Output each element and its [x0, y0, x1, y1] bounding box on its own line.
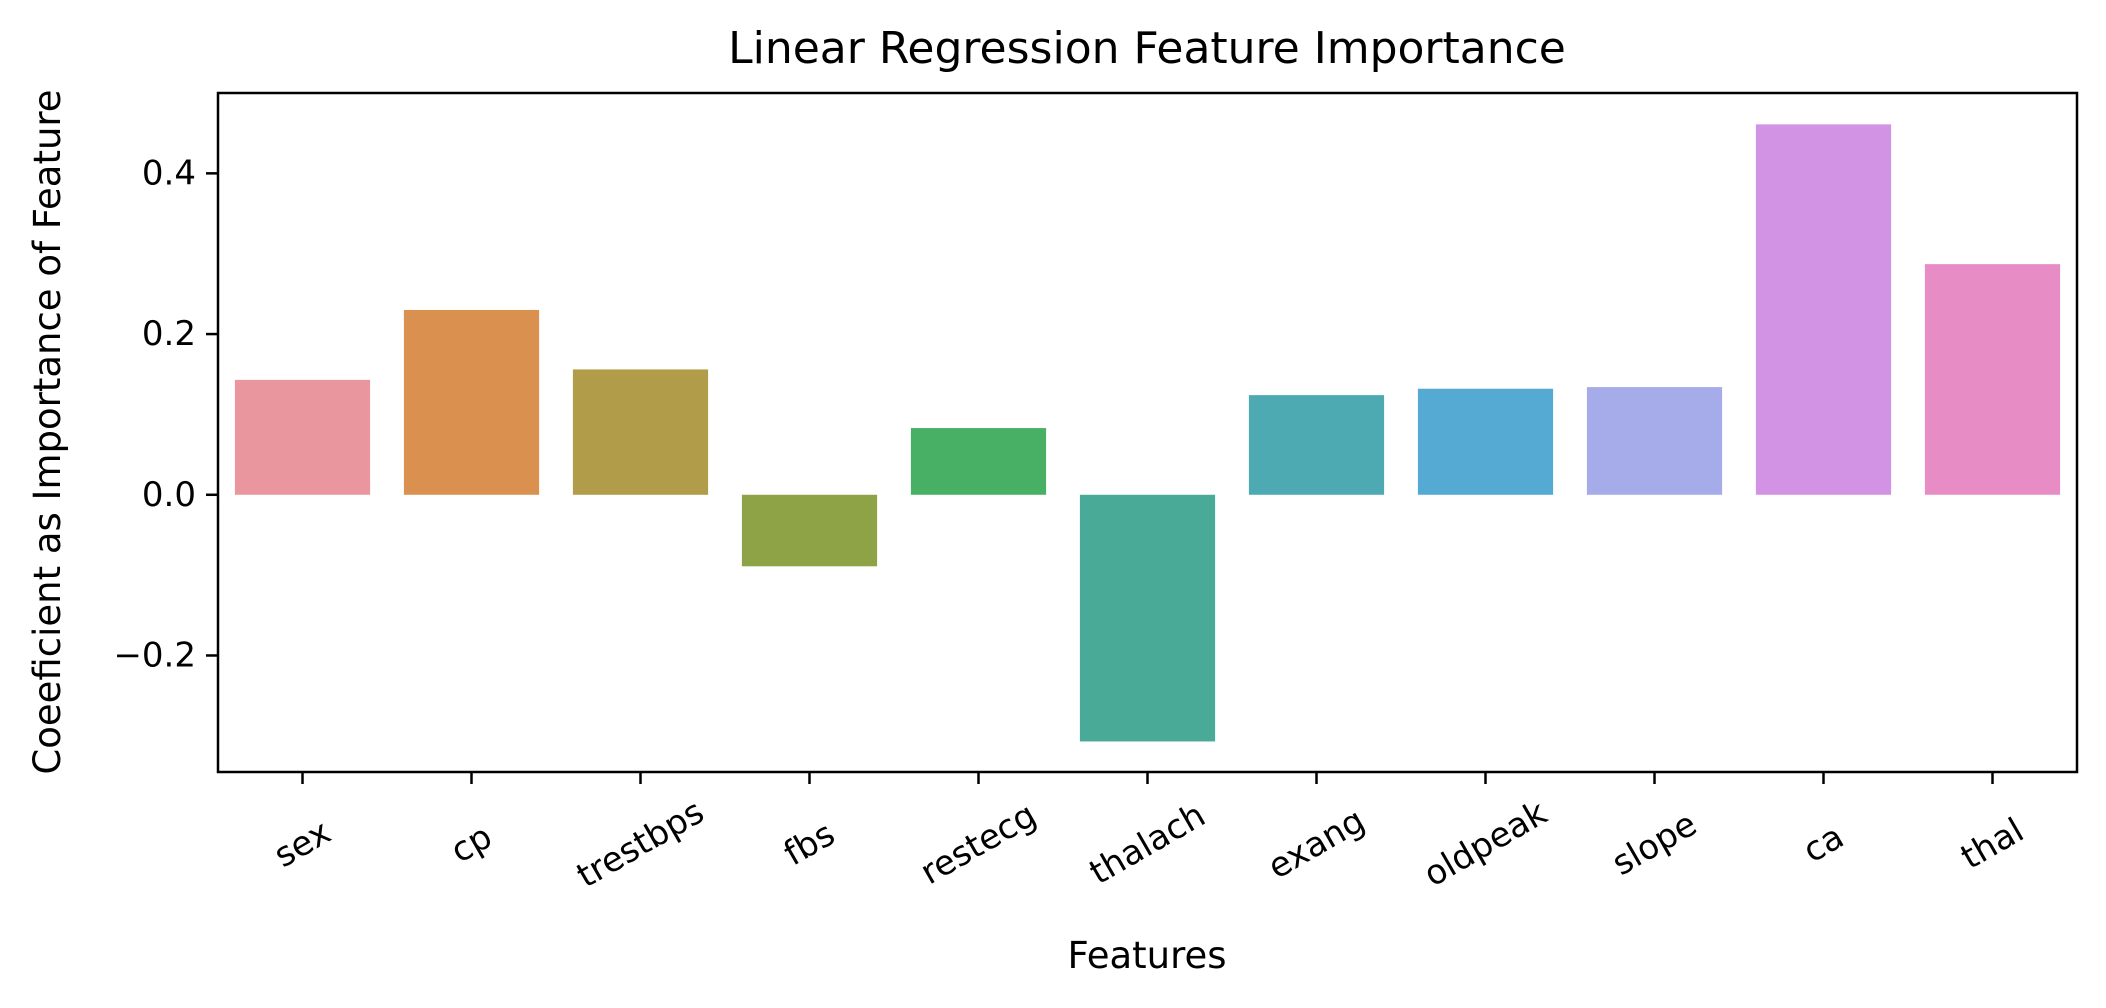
x-tick-label-cp: cp [444, 817, 499, 872]
y-axis-label: Coeeficient as Importance of Feature [26, 89, 69, 774]
x-tick-label-ca: ca [1796, 817, 1850, 871]
x-tick-label-thalach: thalach [1083, 795, 1212, 893]
bar-exang [1248, 395, 1385, 495]
x-tick-label-slope: slope [1605, 804, 1703, 884]
x-tick-label-exang: exang [1261, 801, 1371, 888]
x-axis: sex cp trestbps fbs restecg thalach exang oldpe… [267, 772, 2031, 896]
y-axis: 0.4 0.2 0.0 −0.2 [113, 153, 218, 675]
y-tick-label: 0.4 [142, 153, 196, 193]
y-tick-label: −0.2 [113, 635, 196, 675]
bar-oldpeak [1417, 388, 1554, 495]
x-tick-label-thal: thal [1954, 810, 2030, 877]
x-tick-label-fbs: fbs [777, 814, 841, 874]
bar-slope [1586, 387, 1723, 495]
y-tick-label: 0.2 [142, 314, 196, 354]
bar-thal [1924, 264, 2061, 495]
bar-thalach [1079, 494, 1216, 742]
bar-cp [403, 309, 540, 495]
chart-title: Linear Regression Feature Importance [728, 23, 1566, 74]
bars-group [234, 124, 2061, 742]
bar-restecg [910, 428, 1047, 495]
y-tick-label: 0.0 [142, 475, 196, 515]
x-tick-label-restecg: restecg [914, 795, 1043, 893]
bar-trestbps [572, 369, 709, 495]
x-tick-label-trestbps: trestbps [570, 792, 711, 896]
x-tick-label-oldpeak: oldpeak [1417, 793, 1554, 895]
plot-frame [216, 91, 2079, 774]
bar-fbs [741, 494, 878, 567]
bar-sex [234, 379, 371, 495]
x-tick-label-sex: sex [267, 812, 337, 876]
x-axis-label: Features [1067, 934, 1226, 977]
bar-ca [1755, 124, 1892, 495]
